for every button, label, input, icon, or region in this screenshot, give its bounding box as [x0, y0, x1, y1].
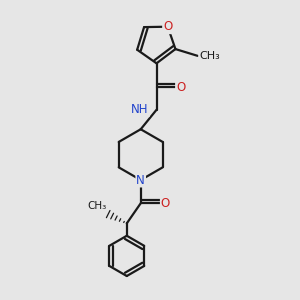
Text: O: O [163, 20, 172, 33]
Text: NH: NH [131, 103, 149, 116]
Text: CH₃: CH₃ [199, 51, 220, 61]
Text: N: N [136, 173, 145, 187]
Text: O: O [176, 81, 185, 94]
Text: O: O [161, 197, 170, 210]
Text: CH₃: CH₃ [87, 201, 107, 211]
